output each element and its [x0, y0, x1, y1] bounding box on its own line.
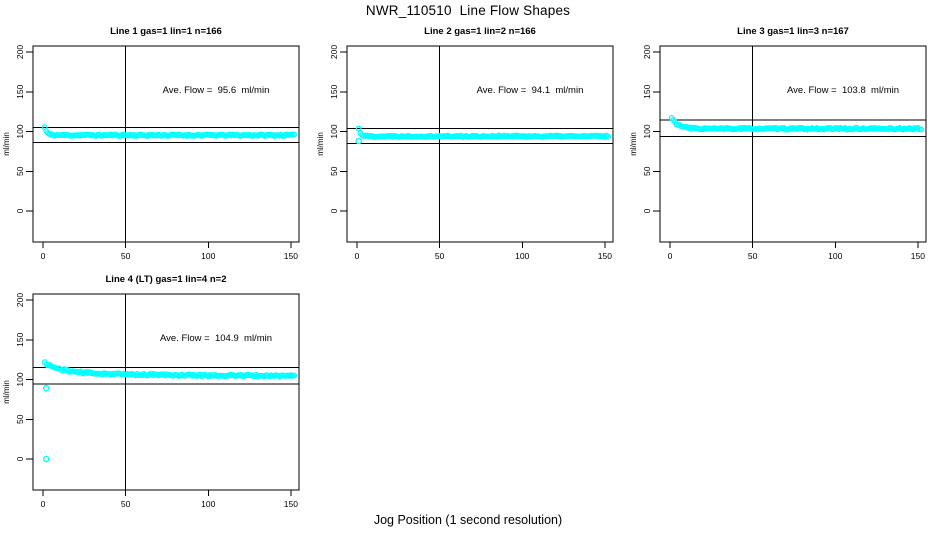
outlier-point	[43, 455, 50, 463]
y-axis-ticks: 0 50 100 150 200	[15, 293, 33, 461]
ave-flow-annotation: Ave. Flow = 94.1 ml/min	[476, 85, 584, 96]
ave-flow-annotation: Ave. Flow = 95.6 ml/min	[162, 85, 270, 96]
y-tick-label: 50	[15, 414, 25, 424]
plot-box	[32, 293, 300, 491]
x-tick-label: 50	[121, 499, 131, 509]
figure-title: NWR_110510 Line Flow Shapes	[365, 3, 571, 18]
x-tick-label: 150	[911, 251, 925, 261]
panel-title: Line 4 (LT) gas=1 lin=4 n=2	[105, 274, 227, 285]
panel-title: Line 2 gas=1 lin=2 n=166	[424, 26, 536, 37]
data-point	[605, 133, 612, 140]
y-tick-label: 0	[15, 456, 25, 461]
y-tick-label: 150	[15, 332, 25, 346]
y-tick-label: 50	[15, 166, 25, 176]
y-tick-label: 0	[15, 208, 25, 213]
chart-panel-1: 0 50 100 150 200 ml/min 0 50 100 150	[2, 45, 300, 261]
x-tick-label: 100	[201, 251, 215, 261]
y-tick-label: 50	[642, 166, 652, 176]
y-tick-label: 200	[15, 293, 25, 307]
y-axis-ticks: 0 50 100 150 200	[642, 45, 660, 213]
y-axis-label: ml/min	[316, 132, 325, 156]
x-tick-label: 0	[41, 499, 46, 509]
x-tick-label: 50	[748, 251, 758, 261]
x-axis-ticks: 0 50 100 150	[41, 490, 298, 509]
x-axis-ticks: 0 50 100 150	[355, 242, 612, 261]
chart-panel-3: 0 50 100 150 200 ml/min 0 50 100 150	[629, 45, 927, 261]
plot-box	[32, 45, 300, 243]
y-axis-label: ml/min	[2, 132, 11, 156]
y-tick-label: 100	[329, 124, 339, 138]
x-tick-label: 0	[355, 251, 360, 261]
chart-panel-2: 0 50 100 150 200 ml/min 0 50 100 150	[316, 45, 614, 261]
chart-panel-4: 0 50 100 150 200 ml/min 0 50 100 150	[2, 293, 300, 509]
data-point	[291, 131, 298, 138]
ave-flow-annotation: Ave. Flow = 103.8 ml/min	[786, 85, 900, 96]
y-axis-label: ml/min	[629, 132, 638, 156]
plot-box	[659, 45, 927, 243]
y-tick-label: 0	[329, 208, 339, 213]
y-tick-label: 100	[642, 124, 652, 138]
y-tick-label: 50	[329, 166, 339, 176]
data-points-series	[41, 359, 298, 463]
x-tick-label: 150	[598, 251, 612, 261]
y-axis-ticks: 0 50 100 150 200	[329, 45, 347, 213]
x-tick-label: 50	[435, 251, 445, 261]
panel-title: Line 3 gas=1 lin=3 n=167	[737, 26, 849, 37]
y-tick-label: 100	[15, 124, 25, 138]
outlier-point	[43, 384, 50, 392]
data-points-series	[355, 125, 612, 145]
y-tick-label: 200	[642, 45, 652, 59]
data-point	[291, 372, 298, 379]
data-points-series	[41, 124, 298, 139]
y-axis-ticks: 0 50 100 150 200	[15, 45, 33, 213]
y-tick-label: 200	[15, 45, 25, 59]
data-point	[918, 126, 925, 133]
y-tick-label: 150	[642, 84, 652, 98]
outlier-point	[355, 137, 363, 145]
x-tick-label: 100	[201, 499, 215, 509]
y-tick-label: 150	[329, 84, 339, 98]
x-tick-label: 100	[515, 251, 529, 261]
y-tick-label: 200	[329, 45, 339, 59]
data-points-series	[668, 114, 925, 133]
panel-title: Line 1 gas=1 lin=1 n=166	[110, 26, 222, 37]
x-tick-label: 0	[668, 251, 673, 261]
x-axis-ticks: 0 50 100 150	[41, 242, 298, 261]
x-axis-ticks: 0 50 100 150	[668, 242, 925, 261]
x-tick-label: 100	[828, 251, 842, 261]
y-tick-label: 150	[15, 84, 25, 98]
y-tick-label: 0	[642, 208, 652, 213]
ave-flow-annotation: Ave. Flow = 104.9 ml/min	[159, 333, 273, 344]
y-tick-label: 100	[15, 372, 25, 386]
x-tick-label: 50	[121, 251, 131, 261]
x-axis-title: Jog Position (1 second resolution)	[373, 513, 563, 527]
y-axis-label: ml/min	[2, 380, 11, 404]
x-tick-label: 150	[284, 251, 298, 261]
x-tick-label: 0	[41, 251, 46, 261]
x-tick-label: 150	[284, 499, 298, 509]
